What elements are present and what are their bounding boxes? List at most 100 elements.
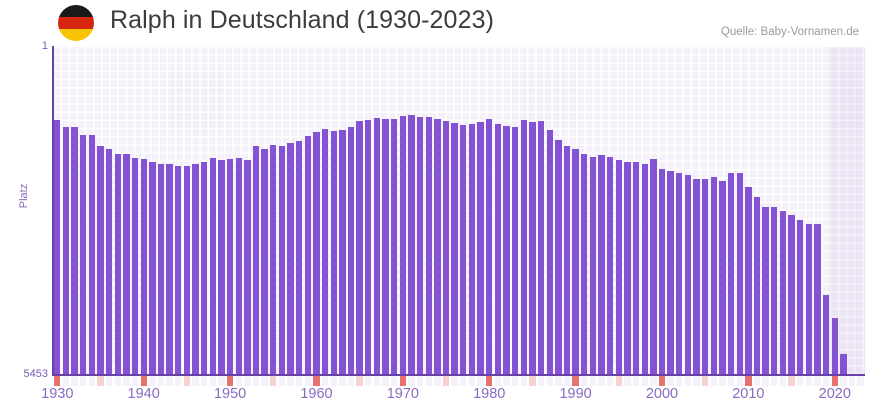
bar-1990[interactable] <box>572 149 579 375</box>
bar-1970[interactable] <box>399 116 407 375</box>
bar-1943[interactable] <box>166 164 173 375</box>
bar-1982[interactable] <box>503 126 510 375</box>
x-tick-1963 <box>339 376 346 386</box>
bar-2004[interactable] <box>693 179 700 375</box>
x-tick-1940 <box>140 376 147 386</box>
bar-2017[interactable] <box>805 224 813 375</box>
bar-1979[interactable] <box>477 122 484 375</box>
bar-1978[interactable] <box>468 124 476 375</box>
bar-1989[interactable] <box>563 146 571 375</box>
bar-2005[interactable] <box>702 179 709 375</box>
bar-1964[interactable] <box>347 127 355 375</box>
bar-1945[interactable] <box>183 166 191 375</box>
bar-1983[interactable] <box>511 127 519 375</box>
bar-1935[interactable] <box>97 146 104 375</box>
bar-1980[interactable] <box>486 119 493 375</box>
bar-1995[interactable] <box>615 160 622 375</box>
bar-2014[interactable] <box>779 211 787 375</box>
bar-2012[interactable] <box>762 207 769 375</box>
bar-1981[interactable] <box>494 124 502 375</box>
bar-1939[interactable] <box>131 158 139 375</box>
x-tick-1997 <box>632 376 640 386</box>
x-tick-1957 <box>287 376 294 386</box>
bar-2013[interactable] <box>771 207 778 375</box>
bar-2018[interactable] <box>814 224 821 375</box>
bar-1957[interactable] <box>287 143 294 375</box>
bar-1971[interactable] <box>408 115 415 375</box>
bar-1965[interactable] <box>356 121 363 375</box>
bar-1959[interactable] <box>304 136 311 375</box>
bar-1988[interactable] <box>555 140 562 375</box>
bar-1932[interactable] <box>71 127 78 375</box>
bar-2008[interactable] <box>727 173 735 375</box>
bar-1975[interactable] <box>442 121 450 375</box>
bar-1933[interactable] <box>80 135 87 375</box>
bar-1942[interactable] <box>157 164 165 375</box>
bar-1956[interactable] <box>278 146 286 375</box>
bar-1967[interactable] <box>373 118 381 375</box>
bar-2003[interactable] <box>684 175 692 375</box>
bar-1944[interactable] <box>175 166 182 375</box>
x-tick-1973 <box>425 376 432 386</box>
bar-2000[interactable] <box>658 169 666 375</box>
x-tick-1978 <box>468 376 476 386</box>
bar-1966[interactable] <box>365 120 372 375</box>
bar-1948[interactable] <box>209 158 216 375</box>
bar-1961[interactable] <box>321 129 329 375</box>
bar-1976[interactable] <box>451 123 458 375</box>
bar-2016[interactable] <box>797 220 804 375</box>
bar-1936[interactable] <box>105 149 113 375</box>
bar-1994[interactable] <box>606 157 614 375</box>
bar-1934[interactable] <box>88 135 96 375</box>
bar-2009[interactable] <box>736 173 743 375</box>
bar-1958[interactable] <box>296 141 303 375</box>
bar-1998[interactable] <box>641 164 648 375</box>
bar-1974[interactable] <box>434 119 441 375</box>
bar-2001[interactable] <box>667 171 674 375</box>
bar-2010[interactable] <box>745 187 752 375</box>
bar-1985[interactable] <box>529 122 536 375</box>
bar-1987[interactable] <box>546 130 553 375</box>
bar-1930[interactable] <box>54 120 61 375</box>
bar-1963[interactable] <box>339 130 346 375</box>
bar-2011[interactable] <box>753 197 761 375</box>
bar-2021[interactable] <box>840 354 847 375</box>
bar-2002[interactable] <box>676 173 683 375</box>
bar-1977[interactable] <box>460 125 467 375</box>
bar-1951[interactable] <box>235 158 242 375</box>
bar-1999[interactable] <box>650 159 657 375</box>
bar-1947[interactable] <box>200 162 208 375</box>
bar-1931[interactable] <box>62 127 70 375</box>
bar-1962[interactable] <box>330 131 337 375</box>
bar-1992[interactable] <box>589 157 597 375</box>
bar-1946[interactable] <box>192 164 199 375</box>
bar-1986[interactable] <box>537 121 545 375</box>
bar-1940[interactable] <box>140 159 147 375</box>
bar-1984[interactable] <box>520 120 527 375</box>
bar-1997[interactable] <box>632 162 640 375</box>
bar-1949[interactable] <box>218 160 225 375</box>
bar-1969[interactable] <box>391 119 398 375</box>
bar-1991[interactable] <box>581 154 588 375</box>
bar-1993[interactable] <box>598 155 605 375</box>
bar-1996[interactable] <box>624 162 631 375</box>
bar-1954[interactable] <box>261 149 268 375</box>
bar-1937[interactable] <box>114 154 121 375</box>
bar-1968[interactable] <box>382 119 389 375</box>
bar-1952[interactable] <box>244 160 251 375</box>
bar-1960[interactable] <box>313 132 320 375</box>
bar-1950[interactable] <box>226 159 234 375</box>
x-tick-2014 <box>779 376 787 386</box>
bar-1955[interactable] <box>270 145 277 375</box>
bar-2015[interactable] <box>788 215 795 375</box>
bar-2007[interactable] <box>719 181 726 375</box>
bar-2020[interactable] <box>831 318 838 375</box>
bar-1972[interactable] <box>416 117 424 375</box>
bar-1938[interactable] <box>123 154 130 375</box>
bar-2019[interactable] <box>822 295 830 375</box>
bar-1973[interactable] <box>425 117 432 375</box>
bar-1941[interactable] <box>149 162 156 375</box>
bar-2006[interactable] <box>710 177 717 375</box>
bar-1953[interactable] <box>252 146 260 375</box>
y-axis-tick-bottom: 5453 <box>23 368 48 380</box>
